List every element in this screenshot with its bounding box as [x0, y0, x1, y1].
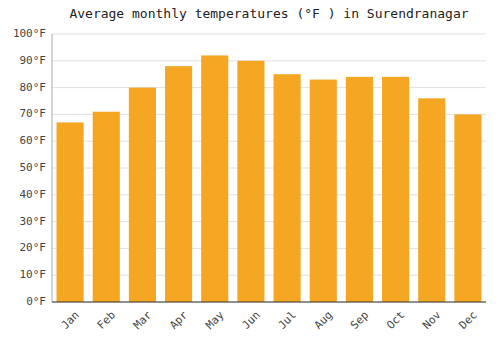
y-tick-label: 10°F — [20, 268, 47, 281]
bar — [346, 77, 373, 302]
x-tick-label: Jan — [59, 309, 82, 332]
bar — [129, 88, 156, 302]
chart-container: 0°F 10°F 20°F 30°F 40°F 50°F 60°F 70°F 80°F 90°F 1… — [0, 0, 500, 350]
x-axis-ticks: Jan Feb Mar Apr May Jun Jul Aug Sep Oct Nov Dec — [59, 308, 480, 332]
x-tick-label: Oct — [384, 309, 407, 332]
x-tick-label: Nov — [420, 308, 444, 332]
bar — [454, 114, 481, 302]
bar — [382, 77, 409, 302]
bar — [57, 122, 84, 302]
x-tick-label: Mar — [131, 308, 155, 332]
bar — [201, 55, 228, 302]
y-tick-label: 0°F — [26, 295, 46, 308]
y-tick-label: 90°F — [20, 54, 47, 67]
grid-line — [52, 87, 486, 88]
x-axis-line — [52, 302, 486, 303]
y-tick-label: 60°F — [20, 134, 47, 147]
bars — [57, 55, 482, 302]
x-tick-label: Aug — [312, 309, 335, 332]
title: Average monthly temperatures (°F ) in Su… — [69, 6, 468, 21]
y-tick-label: 50°F — [20, 161, 47, 174]
x-tick-label: Dec — [456, 309, 479, 332]
y-tick-label: 100°F — [13, 27, 46, 40]
x-tick-label: Jul — [276, 309, 299, 332]
y-tick-label: 70°F — [20, 107, 47, 120]
bar — [274, 74, 301, 302]
grid — [52, 34, 486, 302]
y-tick-label: 30°F — [20, 215, 47, 228]
grid-line — [52, 60, 486, 61]
x-tick-label: May — [203, 308, 227, 332]
x-tick-label: Feb — [95, 309, 118, 332]
bar — [310, 80, 337, 302]
bar — [237, 61, 264, 302]
bar — [418, 98, 445, 302]
x-tick-label: Apr — [167, 308, 191, 332]
chart-svg: 0°F 10°F 20°F 30°F 40°F 50°F 60°F 70°F 80°F 90°F 1… — [0, 0, 500, 350]
bar — [93, 112, 120, 302]
bar — [165, 66, 192, 302]
x-tick-label: Sep — [348, 309, 371, 332]
y-axis-ticks: 0°F 10°F 20°F 30°F 40°F 50°F 60°F 70°F 80°F 90°F 1… — [13, 27, 46, 308]
x-tick-label: Jun — [239, 309, 262, 332]
grid-line — [52, 34, 486, 35]
y-tick-label: 80°F — [20, 81, 47, 94]
y-tick-label: 40°F — [20, 188, 47, 201]
y-tick-label: 20°F — [20, 241, 47, 254]
grid-line — [52, 302, 486, 303]
y-axis-line — [52, 34, 53, 302]
